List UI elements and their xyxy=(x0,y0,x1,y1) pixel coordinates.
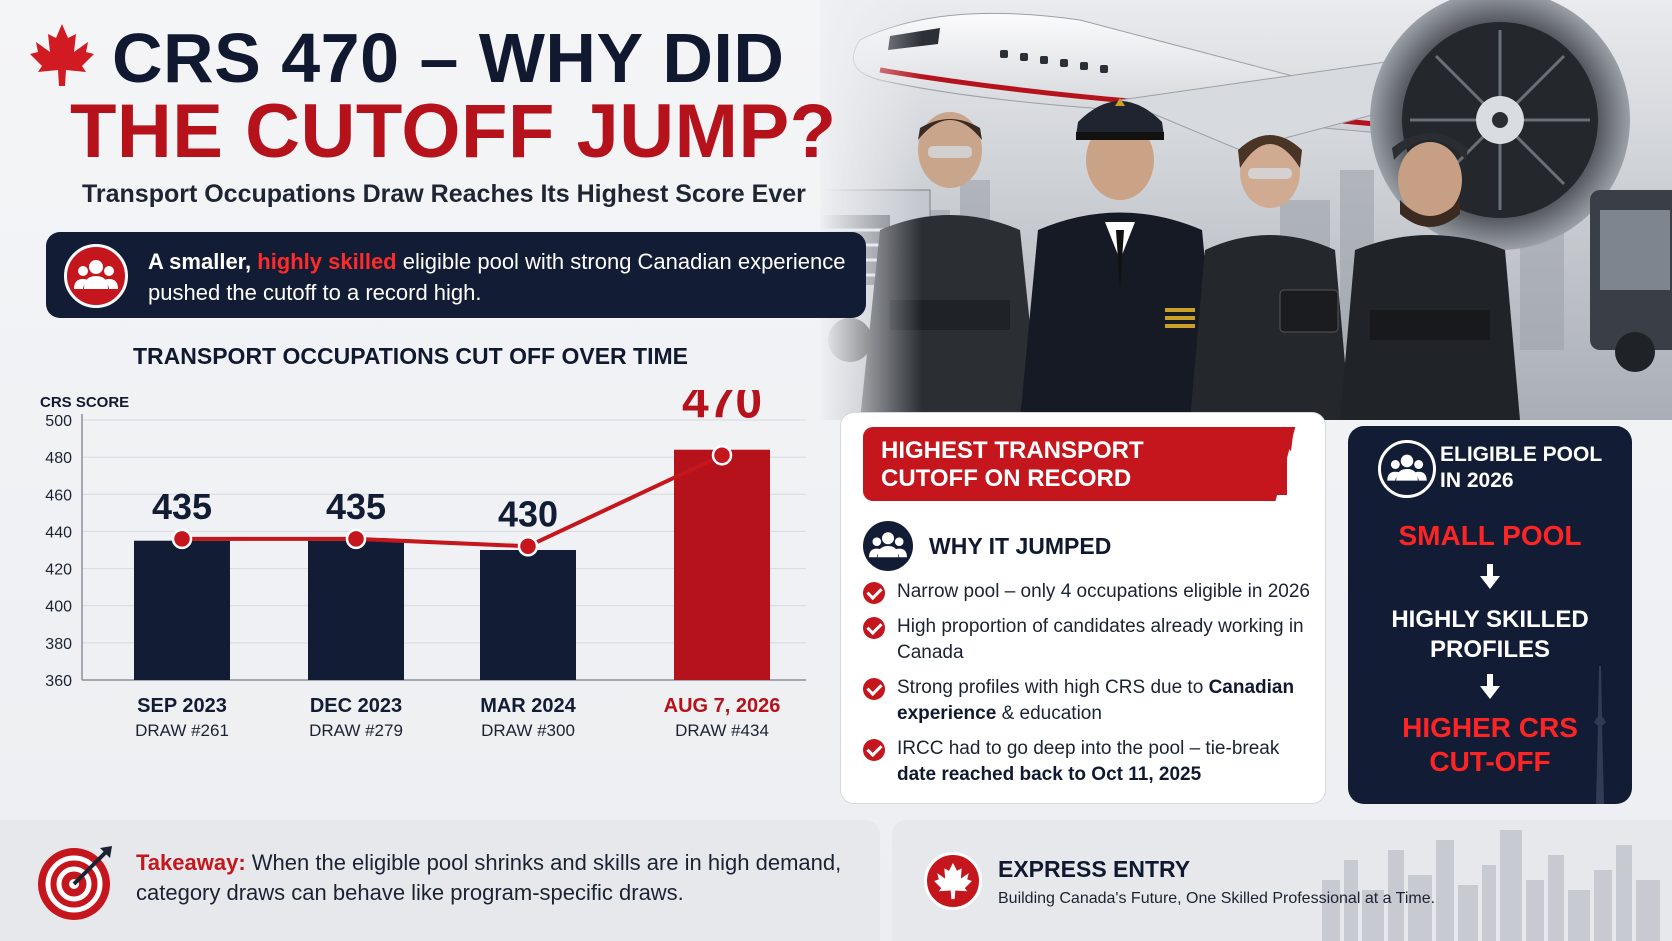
page-title-line2: THE CUTOFF JUMP? xyxy=(70,89,837,174)
why-item-text: Narrow pool – only 4 occupations eligibl… xyxy=(897,581,1310,602)
why-list: Narrow pool – only 4 occupations eligibl… xyxy=(863,579,1313,797)
why-item-bold: date reached back to Oct 11, 2025 xyxy=(897,764,1202,785)
y-tick-label: 460 xyxy=(45,487,72,504)
data-point xyxy=(171,528,193,550)
bar xyxy=(134,540,230,680)
why-item-text: Strong profiles with high CRS due to xyxy=(897,677,1209,698)
why-heading: WHY IT JUMPED xyxy=(929,533,1112,559)
why-item-text: IRCC had to go deep into the pool – tie-… xyxy=(897,738,1280,759)
data-label: 430 xyxy=(498,493,558,534)
banner-text-highlight: highly skilled xyxy=(257,249,397,274)
bar xyxy=(480,550,576,680)
page-title-line1: CRS 470 – WHY DID xyxy=(112,19,785,97)
pool-heading: ELIGIBLE POOL IN 2026 xyxy=(1440,442,1602,494)
y-tick-label: 400 xyxy=(45,599,72,616)
data-point xyxy=(517,536,539,557)
hero-illustration xyxy=(820,0,1672,420)
arrow-down-icon xyxy=(1480,674,1500,699)
pool-step-higher-line2: CUT-OFF xyxy=(1429,746,1551,777)
series-line xyxy=(182,453,723,549)
maple-leaf-icon xyxy=(924,852,982,910)
record-badge-tail xyxy=(1263,427,1323,501)
pool-step-skilled-line1: HIGHLY SKILLED xyxy=(1391,606,1589,633)
data-label: 435 xyxy=(326,486,386,527)
data-point xyxy=(711,445,733,466)
pool-heading-line1: ELIGIBLE POOL xyxy=(1440,443,1603,466)
y-axis-title: CRS SCORE xyxy=(40,394,130,411)
why-it-jumped-panel: HIGHEST TRANSPORT CUTOFF ON RECORD WHY I… xyxy=(840,412,1326,804)
why-item-bold: Canadian experience xyxy=(897,677,1295,724)
people-group-icon xyxy=(1378,440,1436,498)
pool-heading-line2: IN 2026 xyxy=(1440,469,1514,492)
summary-banner-text: A smaller, highly skilled eligible pool … xyxy=(148,246,868,308)
record-badge: HIGHEST TRANSPORT CUTOFF ON RECORD xyxy=(863,427,1323,501)
y-tick-label: 440 xyxy=(45,524,72,541)
check-circle-icon xyxy=(863,678,885,700)
draw-number-label: DRAW #300 xyxy=(481,721,575,740)
why-item-text: High proportion of candidates already wo… xyxy=(897,616,1304,663)
draw-number-label: DRAW #434 xyxy=(675,721,769,740)
check-circle-icon xyxy=(863,617,885,639)
crs-cutoff-bar-chart: 360 380 400 420 440 460 480 500 435 SEP 2023 DRAW … xyxy=(45,390,806,740)
y-tick-label: 480 xyxy=(45,450,72,467)
x-tick-label: AUG 7, 2026 xyxy=(664,695,781,717)
people-group-icon xyxy=(64,244,128,308)
draw-number-label: DRAW #261 xyxy=(135,721,229,740)
draw-number-label: DRAW #279 xyxy=(309,721,403,740)
record-badge-text: HIGHEST TRANSPORT CUTOFF ON RECORD xyxy=(881,437,1144,492)
check-circle-icon xyxy=(863,582,885,604)
bar xyxy=(674,449,770,680)
list-item: Strong profiles with high CRS due to Can… xyxy=(863,675,1313,727)
y-tick-label: 500 xyxy=(45,413,72,430)
eligible-pool-panel: ELIGIBLE POOL IN 2026 SMALL POOL HIGHLY … xyxy=(1348,426,1632,804)
maple-leaf-icon xyxy=(30,24,94,86)
transport-workers-illustration xyxy=(820,0,1672,420)
summary-banner: A smaller, highly skilled eligible pool … xyxy=(46,232,866,318)
list-item: IRCC had to go deep into the pool – tie-… xyxy=(863,736,1313,788)
why-item-text-after: & education xyxy=(996,703,1102,724)
pool-step-skilled-line2: PROFILES xyxy=(1429,636,1550,663)
target-arrow-icon xyxy=(38,846,112,920)
x-tick-label: MAR 2024 xyxy=(480,695,576,717)
express-entry-title: EXPRESS ENTRY xyxy=(998,856,1191,882)
y-tick-label: 420 xyxy=(45,562,72,579)
x-tick-label: DEC 2023 xyxy=(310,695,402,717)
express-entry-strip: EXPRESS ENTRY Building Canada's Future, … xyxy=(892,820,1672,941)
pool-step-small-pool: SMALL POOL xyxy=(1398,520,1582,551)
data-label: 435 xyxy=(152,486,212,527)
data-point xyxy=(345,528,367,550)
x-tick-label: SEP 2023 xyxy=(137,695,227,717)
page-subtitle: Transport Occupations Draw Reaches Its H… xyxy=(82,180,806,208)
takeaway-text: Takeaway: When the eligible pool shrinks… xyxy=(136,848,856,908)
banner-text-end: eligible pool with strong Canadian exper… xyxy=(148,249,846,305)
list-item: High proportion of candidates already wo… xyxy=(863,614,1313,666)
takeaway-label: Takeaway: xyxy=(136,850,246,875)
check-circle-icon xyxy=(863,739,885,761)
takeaway-body: When the eligible pool shrinks and skill… xyxy=(136,850,842,905)
y-tick-label: 360 xyxy=(45,673,72,690)
chart-title: TRANSPORT OCCUPATIONS CUT OFF OVER TIME xyxy=(133,343,688,369)
y-tick-label: 380 xyxy=(45,636,72,653)
bar xyxy=(308,540,404,680)
city-skyline-silhouette xyxy=(1322,830,1660,941)
express-entry-subtitle: Building Canada's Future, One Skilled Pr… xyxy=(998,890,1436,907)
data-label: 470 xyxy=(682,390,762,429)
takeaway-strip: Takeaway: When the eligible pool shrinks… xyxy=(0,820,880,941)
people-group-icon xyxy=(863,521,913,571)
trending-up-chart-icon xyxy=(1219,435,1293,495)
arrow-down-icon xyxy=(1480,564,1500,589)
banner-text-start: A smaller, xyxy=(148,249,258,274)
list-item: Narrow pool – only 4 occupations eligibl… xyxy=(863,579,1313,605)
pool-step-higher-line1: HIGHER CRS xyxy=(1402,712,1578,743)
